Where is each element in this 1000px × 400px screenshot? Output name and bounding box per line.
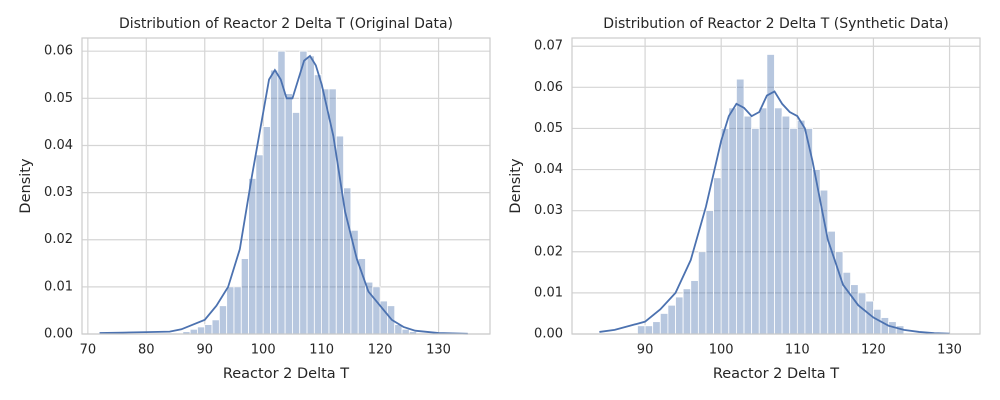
histogram-bar: [248, 178, 257, 335]
histogram-bar: [270, 69, 279, 335]
x-tick-label: 110: [309, 343, 334, 358]
histogram-bar: [675, 296, 684, 335]
x-axis-label: Reactor 2 Delta T: [223, 366, 349, 382]
histogram-bar: [758, 107, 768, 335]
histogram-bar: [743, 115, 753, 335]
y-tick-label: 0.02: [44, 232, 73, 247]
x-tick-label: 130: [937, 343, 962, 358]
x-tick-label: 80: [138, 343, 155, 358]
histogram-bar: [713, 177, 722, 335]
histogram-bar: [766, 54, 775, 335]
histogram-bar: [682, 288, 692, 335]
histogram-bar: [652, 321, 661, 335]
y-tick-label: 0.05: [534, 121, 563, 136]
y-tick-label: 0.06: [534, 80, 563, 95]
y-axis-label: Density: [18, 158, 34, 214]
histogram-bar: [240, 258, 249, 335]
x-axis-label: Reactor 2 Delta T: [713, 366, 839, 382]
x-tick-label: 130: [426, 343, 451, 358]
plot-area: [82, 38, 490, 334]
histogram-bar: [857, 292, 867, 335]
y-tick-label: 0.07: [534, 39, 563, 54]
histogram-bar: [401, 328, 410, 335]
y-tick-label: 0.03: [44, 185, 73, 200]
plot: 70 80 90 100 110 120 130 0.00 0.01 0.02 0.03 0.04 0.…: [18, 16, 491, 382]
histogram-bar: [774, 107, 783, 335]
y-tick-label: 0.04: [534, 162, 563, 177]
histogram-bar: [667, 304, 676, 335]
x-tick-label: 90: [637, 343, 654, 358]
histogram-bar: [736, 78, 745, 335]
histogram-bar: [218, 305, 228, 335]
y-axis-label: Density: [508, 158, 524, 214]
histogram-bar: [211, 319, 220, 335]
histogram-bar: [233, 286, 242, 335]
x-tick-label: 110: [785, 343, 810, 358]
histogram-bar: [644, 325, 654, 335]
histogram-bar: [189, 328, 198, 335]
histogram-bar: [197, 326, 206, 335]
histogram-bar: [299, 50, 308, 335]
x-tick-label: 120: [861, 343, 886, 358]
histogram-bar: [321, 88, 330, 335]
histogram-bar: [284, 93, 293, 335]
histogram-bar: [365, 281, 374, 335]
histogram-bar: [796, 119, 806, 335]
y-tick-label: 0.03: [534, 203, 563, 218]
histogram-bar: [255, 154, 264, 335]
histogram-bar: [842, 271, 851, 335]
histogram-bar: [357, 258, 366, 335]
y-tick-label: 0.00: [534, 327, 563, 342]
histogram-bar: [827, 230, 836, 335]
histogram-bar: [637, 325, 646, 335]
histogram-bar: [226, 286, 235, 335]
histogram-bar: [728, 107, 737, 335]
histogram-bar: [697, 251, 707, 335]
histogram-bar: [819, 189, 829, 335]
histogram-bar: [705, 210, 714, 335]
x-tick-label: 90: [196, 343, 213, 358]
kde-line: [99, 54, 468, 335]
kde-line: [599, 90, 950, 335]
y-tick-label: 0.01: [534, 285, 563, 300]
histogram-bar: [720, 128, 730, 335]
histogram-bar: [313, 74, 323, 335]
histogram-bar: [262, 126, 271, 335]
x-tick-label: 100: [709, 343, 734, 358]
axes-frame: [571, 37, 981, 335]
histogram-bar: [850, 284, 859, 335]
x-tick-label: 120: [368, 343, 393, 358]
chart-title: Distribution of Reactor 2 Delta T (Origi…: [119, 16, 453, 32]
histogram-bar: [789, 128, 798, 335]
histogram-bar: [751, 128, 760, 335]
x-tick-label: 100: [251, 343, 276, 358]
chart-title: Distribution of Reactor 2 Delta T (Synth…: [603, 16, 948, 32]
x-tick-label: 70: [80, 343, 97, 358]
plot: 90 100 110 120 130 0.00 0.01 0.02 0.03 0.04 0.05 0.…: [508, 16, 981, 382]
y-tick-label: 0.00: [44, 327, 73, 342]
histogram-bar: [350, 229, 359, 335]
histogram-bar: [690, 280, 699, 335]
histogram-bar: [372, 286, 381, 335]
y-tick-label: 0.01: [44, 279, 73, 294]
y-tick-label: 0.02: [534, 244, 563, 259]
histogram-bar: [781, 115, 791, 335]
y-tick-label: 0.04: [44, 138, 73, 153]
histogram-bar: [292, 112, 301, 335]
histogram-bar: [306, 55, 315, 335]
histogram-bar: [277, 50, 286, 335]
y-tick-label: 0.05: [44, 91, 73, 106]
histogram-bar: [328, 88, 337, 335]
axes-frame: [81, 37, 491, 335]
histogram-bar: [659, 313, 669, 335]
y-tick-label: 0.06: [44, 44, 73, 59]
histogram-bar: [204, 324, 213, 335]
